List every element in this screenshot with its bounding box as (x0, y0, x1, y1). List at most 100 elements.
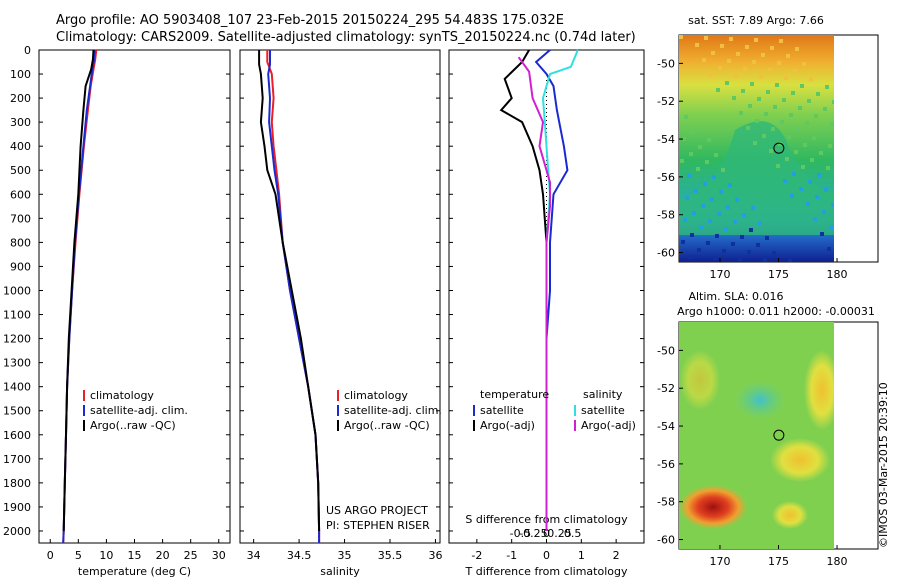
sst-pixel (820, 232, 824, 236)
sst-pixel (828, 144, 832, 148)
map-image (679, 322, 834, 549)
depth-tick-label: 1500 (3, 405, 31, 418)
sst-pixel (718, 66, 722, 70)
depth-tick-label: 600 (10, 188, 31, 201)
sst-pixel (807, 99, 811, 103)
map-subtitle: Argo h1000: 0.011 h2000: -0.00031 (677, 305, 875, 318)
sst-pixel (773, 105, 777, 109)
sst-pixel (748, 104, 752, 108)
sst-pixel (732, 96, 736, 100)
sst-pixel (739, 111, 743, 115)
sst-pixel (793, 69, 797, 73)
sst-pixel (784, 76, 788, 80)
argo-position-marker (773, 142, 785, 154)
sst-pixel (808, 180, 812, 184)
sst-pixel (747, 250, 751, 254)
sst-pixel (800, 84, 804, 88)
sst-pixel (769, 149, 773, 153)
sst-pixel (783, 179, 787, 183)
sst-pixel (750, 82, 754, 86)
sst-pixel (716, 88, 720, 92)
x-tick-label: 34.5 (287, 549, 312, 562)
series-line-3 (258, 50, 321, 532)
sla-map: 170 175 180 -50 -52 -54 -56 -58 -60 Altim. SLA: 0… (657, 290, 879, 568)
sla-high-anomaly (679, 485, 747, 529)
sst-pixel (682, 137, 686, 141)
x-tick-label: -1 (506, 549, 517, 562)
map-y-tick-label: -60 (657, 534, 675, 547)
sst-pixel (706, 241, 710, 245)
map-x-tick-label: 180 (827, 268, 848, 281)
sst-pixel (809, 77, 813, 81)
sst-pixel (756, 243, 760, 247)
sst-pixel (777, 61, 781, 65)
x-axis-label: T difference from climatology (465, 565, 628, 578)
legend-label: Argo(-adj) (480, 419, 535, 432)
sst-pixel (833, 181, 834, 185)
sst-pixel (755, 119, 759, 123)
map-y-tick-label: -58 (657, 209, 675, 222)
map-title: sat. SST: 7.89 Argo: 7.66 (688, 14, 824, 27)
depth-tick-label: 2000 (3, 525, 31, 538)
x2-tick-label: 0.5 (564, 527, 582, 540)
x-tick-label: -2 (471, 549, 482, 562)
sst-pixel (722, 249, 726, 253)
sst-pixel (724, 227, 728, 231)
x-axis-label: temperature (deg C) (78, 565, 191, 578)
sst-pixel (819, 151, 823, 155)
x-tick-label: 35.5 (378, 549, 403, 562)
depth-tick-label: 1300 (3, 357, 31, 370)
map-x-tick-label: 170 (709, 555, 730, 568)
sst-pixel (712, 175, 716, 179)
sst-pixel (764, 112, 768, 116)
map-y-tick-label: -52 (657, 95, 675, 108)
chart-title-line2: Climatology: CARS2009. Satellite-adjuste… (56, 30, 636, 45)
x-axis-label: salinity (320, 565, 360, 578)
sst-pixel (731, 242, 735, 246)
sst-pixel (699, 226, 703, 230)
sst-pixel (681, 240, 685, 244)
legend-label: satellite (581, 404, 625, 417)
x2-tick-label: -0.5 (510, 527, 531, 540)
sst-pixel (758, 221, 762, 225)
sla-anomaly (680, 350, 720, 410)
sst-pixel (702, 58, 706, 62)
sst-pixel (782, 98, 786, 102)
sst-pixel (812, 136, 816, 140)
sst-pixel (814, 114, 818, 118)
sst-pixel (690, 233, 694, 237)
sst-pixel (822, 210, 826, 214)
sst-map: 170 175 180 -50 -52 -54 -56 -58 -60 sat. SST: 7.8… (657, 14, 879, 281)
x-tick-label: 25 (184, 549, 198, 562)
legend-group-label: temperature (480, 388, 549, 401)
x2-tick-label: 0 (543, 527, 550, 540)
map-image (679, 35, 834, 262)
sst-pixel (768, 68, 772, 72)
sst-pixel (734, 74, 738, 78)
sst-pixel (717, 212, 721, 216)
sst-pixel (796, 128, 800, 132)
sst-pixel (813, 217, 817, 221)
x-tick-label: 2 (613, 549, 620, 562)
map-y-tick-label: -56 (657, 458, 675, 471)
sla-anomaly (804, 350, 834, 430)
legend-label: Argo(-adj) (581, 419, 636, 432)
x-tick-label: 35 (338, 549, 352, 562)
chart-title-line1: Argo profile: AO 5903408_107 23-Feb-2015… (56, 13, 564, 28)
depth-tick-label: 900 (10, 260, 31, 273)
depth-tick-label: 800 (10, 236, 31, 249)
annotation-text: PI: STEPHEN RISER (326, 519, 430, 532)
sla-anomaly (772, 501, 808, 529)
sst-pixel (679, 35, 683, 39)
sst-pixel (806, 202, 810, 206)
depth-tick-label: 100 (10, 68, 31, 81)
sst-pixel (795, 47, 799, 51)
sst-pixel (759, 75, 763, 79)
sst-pixel (729, 37, 733, 41)
sst-pixel (711, 51, 715, 55)
sst-pixel (757, 97, 761, 101)
depth-tick-label: 700 (10, 212, 31, 225)
sst-pixel (823, 107, 827, 111)
sst-pixel (794, 150, 798, 154)
